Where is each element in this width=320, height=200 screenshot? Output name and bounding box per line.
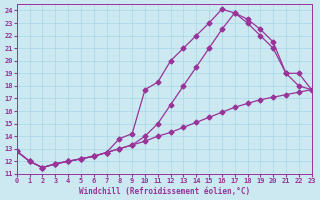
X-axis label: Windchill (Refroidissement éolien,°C): Windchill (Refroidissement éolien,°C) <box>79 187 250 196</box>
